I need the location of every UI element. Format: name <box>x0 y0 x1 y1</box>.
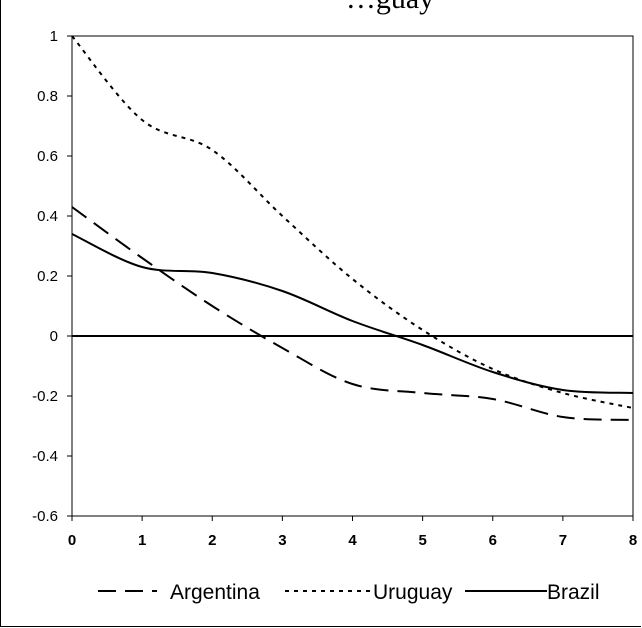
chart-title: …guay <box>346 0 434 15</box>
y-tick-label: 0 <box>50 328 58 345</box>
series-line-brazil <box>71 233 634 394</box>
x-tick-label: 2 <box>208 532 216 549</box>
plot-area <box>71 35 634 517</box>
y-tick-label: 0.8 <box>37 88 58 105</box>
x-tick-label: 1 <box>138 532 146 549</box>
legend-label-uruguay: Uruguay <box>373 581 453 604</box>
x-tick-label: 6 <box>489 532 497 549</box>
series-layer <box>71 35 634 421</box>
series-line-argentina <box>71 206 634 421</box>
legend-label-brazil: Brazil <box>547 581 600 604</box>
y-tick-label: 0.2 <box>37 268 58 285</box>
series-line-uruguay <box>71 35 634 409</box>
x-tick-label: 8 <box>629 532 637 549</box>
x-tick-label: 5 <box>418 532 426 549</box>
y-tick-label: 0.4 <box>37 208 58 225</box>
y-tick-label: -0.4 <box>32 448 58 465</box>
y-tick-label: -0.2 <box>32 388 58 405</box>
y-axis: 1 0.8 0.6 0.4 0.2 0 -0.2 -0.4 -0.6 <box>32 28 72 525</box>
x-tick-label: 0 <box>68 532 76 549</box>
legend-label-argentina: Argentina <box>170 581 260 604</box>
x-tick-label: 3 <box>278 532 286 549</box>
x-tick-label: 7 <box>559 532 567 549</box>
x-axis: 0 1 2 3 4 5 6 7 8 <box>68 516 637 549</box>
y-tick-label: 1 <box>50 28 58 45</box>
y-tick-label: 0.6 <box>37 148 58 165</box>
y-tick-label: -0.6 <box>32 508 58 525</box>
x-tick-label: 4 <box>348 532 357 549</box>
legend: Argentina Uruguay Brazil <box>98 581 600 604</box>
